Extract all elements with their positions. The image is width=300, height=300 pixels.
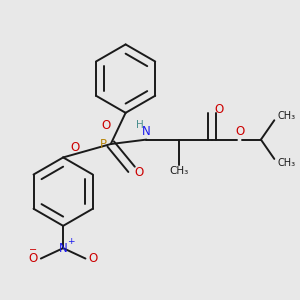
Text: O: O (215, 103, 224, 116)
Text: H: H (136, 120, 144, 130)
Text: O: O (88, 252, 98, 265)
Text: O: O (70, 141, 80, 154)
Text: O: O (235, 125, 244, 138)
Text: +: + (67, 237, 74, 246)
Text: O: O (29, 252, 38, 265)
Text: N: N (59, 242, 68, 255)
Text: CH₃: CH₃ (277, 111, 296, 121)
Text: CH₃: CH₃ (169, 167, 189, 176)
Text: P: P (100, 138, 107, 151)
Text: −: − (29, 245, 38, 255)
Text: CH₃: CH₃ (277, 158, 296, 168)
Text: O: O (134, 166, 144, 179)
Text: O: O (102, 119, 111, 132)
Text: N: N (142, 125, 151, 138)
